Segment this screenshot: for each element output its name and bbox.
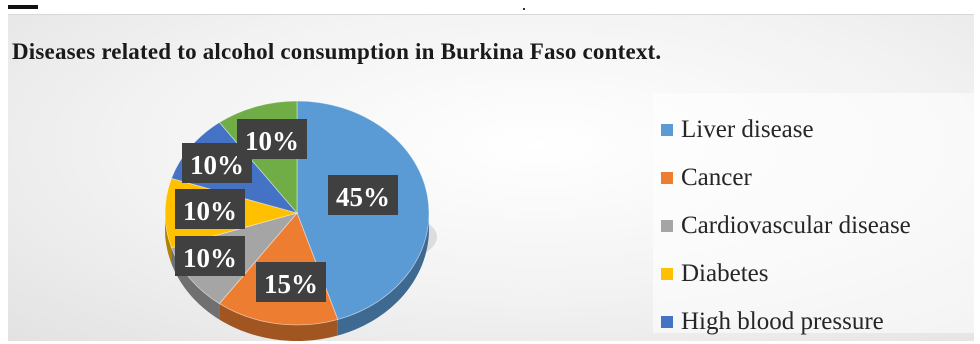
- legend-swatch: [661, 268, 673, 280]
- legend-swatch: [661, 220, 673, 232]
- dash-mark: [8, 5, 38, 9]
- data-label-text: 15%: [264, 269, 318, 299]
- legend-label: Cardiovascular disease: [681, 212, 911, 239]
- pie-side-0: [337, 213, 429, 336]
- legend-swatch: [661, 124, 673, 136]
- legend-swatch: [661, 172, 673, 184]
- legend-label: High blood pressure: [681, 308, 884, 335]
- data-label-5: 10%: [237, 119, 307, 159]
- data-label-box: [175, 189, 245, 229]
- legend-item: Cancer: [661, 161, 752, 195]
- data-label-text: 45%: [336, 182, 390, 212]
- legend-label: Cancer: [681, 164, 752, 191]
- data-label-text: 10%: [190, 150, 244, 180]
- top-strip: [0, 0, 980, 14]
- data-label-text: 10%: [183, 196, 237, 226]
- chart-panel: Diseases related to alcohol consumption …: [8, 14, 978, 341]
- pie-side-1: [219, 303, 338, 341]
- legend-swatch: [661, 316, 673, 328]
- data-label-0: 45%: [328, 175, 398, 215]
- legend-item: Liver disease: [661, 113, 814, 147]
- data-label-box: [237, 119, 307, 159]
- data-label-text: 10%: [245, 126, 299, 156]
- data-label-2: 10%: [175, 236, 245, 276]
- chart-title: Diseases related to alcohol consumption …: [12, 39, 662, 64]
- data-label-text: 10%: [183, 243, 237, 273]
- legend-item: Diabetes: [661, 257, 768, 291]
- data-label-3: 10%: [175, 189, 245, 229]
- data-label-1: 15%: [256, 262, 326, 302]
- legend-label: Diabetes: [681, 260, 769, 287]
- pie-chart: 45%15%10%10%10%10%: [164, 100, 437, 341]
- data-label-box: [175, 236, 245, 276]
- legend-label: Liver disease: [681, 116, 814, 143]
- legend-item: High blood pressure: [661, 305, 884, 339]
- data-label-box: [328, 175, 398, 215]
- pie-side-2: [171, 247, 220, 320]
- dot-mark: [523, 8, 525, 10]
- legend-item: Cardiovascular disease: [661, 209, 911, 243]
- data-label-box: [256, 262, 326, 302]
- legend: Liver disease Cancer Cardiovascular diseas…: [653, 93, 978, 335]
